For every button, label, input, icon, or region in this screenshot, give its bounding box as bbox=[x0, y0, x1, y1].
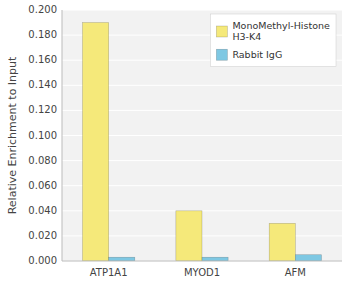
y-tick-label: 0.160 bbox=[28, 54, 57, 65]
plot-background bbox=[62, 10, 342, 261]
x-tick-label: ATP1A1 bbox=[90, 267, 128, 278]
bar bbox=[295, 255, 321, 261]
legend-label: Rabbit IgG bbox=[232, 49, 282, 60]
y-axis-label: Relative Enrichment to Input bbox=[6, 56, 19, 214]
legend: MonoMethyl-HistoneH3-K4 Rabbit IgG bbox=[210, 14, 336, 67]
bar bbox=[202, 257, 228, 261]
legend-label-line: Rabbit IgG bbox=[232, 49, 282, 60]
chart: 0.000 0.020 0.040 0.060 0.080 0.100 0.120 0.140… bbox=[0, 0, 350, 285]
y-tick-label: 0.060 bbox=[28, 180, 57, 191]
y-tick-label: 0.100 bbox=[28, 130, 57, 141]
y-tick-label: 0.120 bbox=[28, 104, 57, 115]
grid-line bbox=[62, 261, 342, 262]
x-axis-line bbox=[62, 261, 342, 262]
legend-label-line: MonoMethyl-Histone bbox=[232, 20, 330, 31]
y-tick-label: 0.020 bbox=[28, 230, 57, 241]
y-tick-label: 0.000 bbox=[28, 255, 57, 266]
y-tick-label: 0.180 bbox=[28, 29, 57, 40]
x-tick-label: AFM bbox=[285, 267, 306, 278]
bar bbox=[176, 211, 202, 261]
bar bbox=[269, 223, 295, 261]
y-tick-label: 0.040 bbox=[28, 205, 57, 216]
legend-frame bbox=[210, 14, 336, 67]
y-tick-label: 0.080 bbox=[28, 155, 57, 166]
bar bbox=[109, 257, 135, 261]
y-tick-label: 0.200 bbox=[28, 4, 57, 15]
legend-swatch bbox=[216, 49, 227, 60]
x-tick-label: MYOD1 bbox=[184, 267, 220, 278]
y-axis-line bbox=[62, 10, 63, 261]
legend-swatch bbox=[216, 26, 227, 37]
bar bbox=[83, 23, 109, 261]
legend-label: MonoMethyl-HistoneH3-K4 bbox=[232, 20, 330, 43]
grid-line bbox=[62, 10, 342, 11]
y-tick-label: 0.140 bbox=[28, 79, 57, 90]
legend-label-line: H3-K4 bbox=[232, 31, 261, 42]
